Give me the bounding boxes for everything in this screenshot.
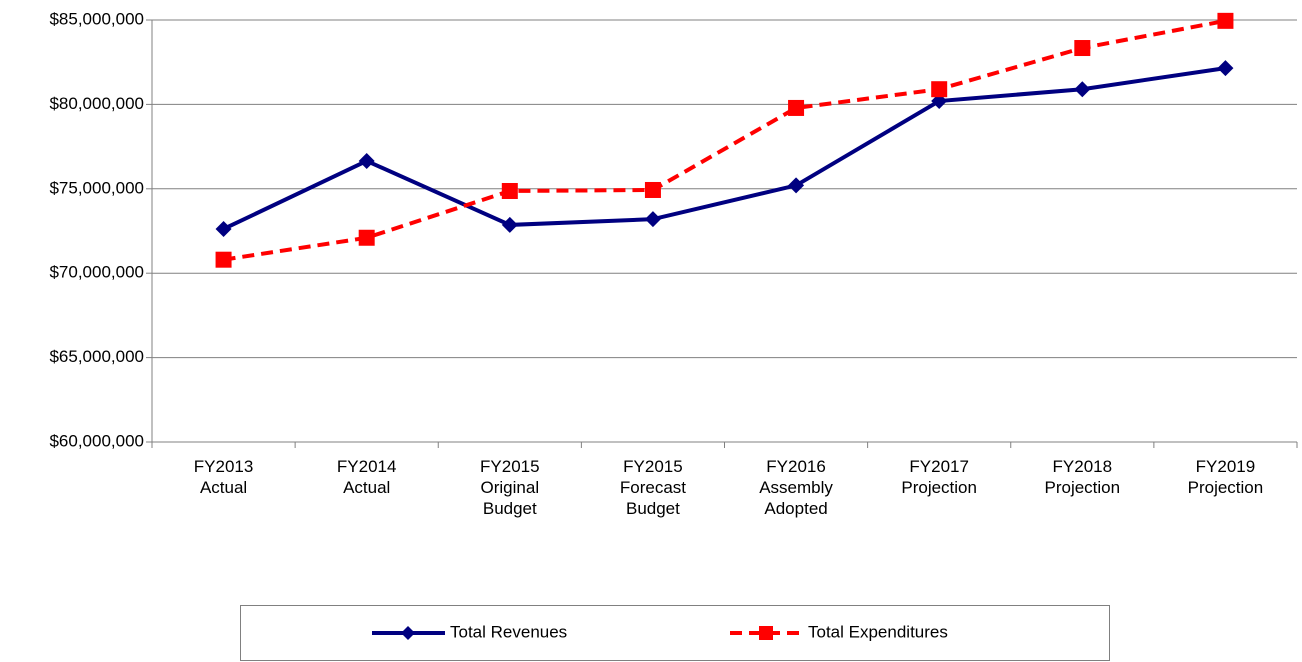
point xyxy=(215,251,232,268)
point xyxy=(644,211,661,228)
point xyxy=(358,229,375,246)
point xyxy=(1074,81,1091,98)
y-tick-label: $65,000,000 xyxy=(49,347,144,366)
legend-label: Total Revenues xyxy=(450,622,567,641)
point xyxy=(788,99,805,116)
x-tick-label: FY2018 Projection xyxy=(1044,457,1121,497)
point xyxy=(644,181,661,198)
point xyxy=(1217,12,1234,29)
y-tick-label: $75,000,000 xyxy=(49,178,144,197)
series-line xyxy=(222,66,1226,231)
point xyxy=(501,216,518,233)
point xyxy=(501,182,518,199)
legend-marker xyxy=(401,626,415,640)
legend-label: Total Expenditures xyxy=(808,622,948,641)
y-tick-label: $85,000,000 xyxy=(49,9,144,28)
y-tick-label: $80,000,000 xyxy=(49,94,144,113)
point xyxy=(1074,40,1091,57)
x-tick-label: FY2013 Actual xyxy=(193,457,254,497)
x-tick-label: FY2017 Projection xyxy=(901,457,977,497)
x-tick-label: FY2014 Actual xyxy=(336,457,397,497)
x-tick-label: FY2019 Projection xyxy=(1187,457,1264,497)
point xyxy=(358,152,375,169)
y-tick-label: $60,000,000 xyxy=(49,431,144,450)
x-tick-label: FY2015 Forecast Budget xyxy=(619,457,686,518)
y-tick-label: $70,000,000 xyxy=(49,263,144,282)
point xyxy=(931,81,948,98)
x-tick-label: FY2016 Assembly Adopted xyxy=(759,457,833,518)
point xyxy=(1217,60,1234,77)
legend-box xyxy=(240,605,1110,661)
x-tick-label: FY2015 Original Budget xyxy=(480,457,540,518)
legend-marker xyxy=(759,626,773,640)
series-line xyxy=(223,18,1226,262)
point xyxy=(215,220,232,237)
point xyxy=(788,177,805,194)
